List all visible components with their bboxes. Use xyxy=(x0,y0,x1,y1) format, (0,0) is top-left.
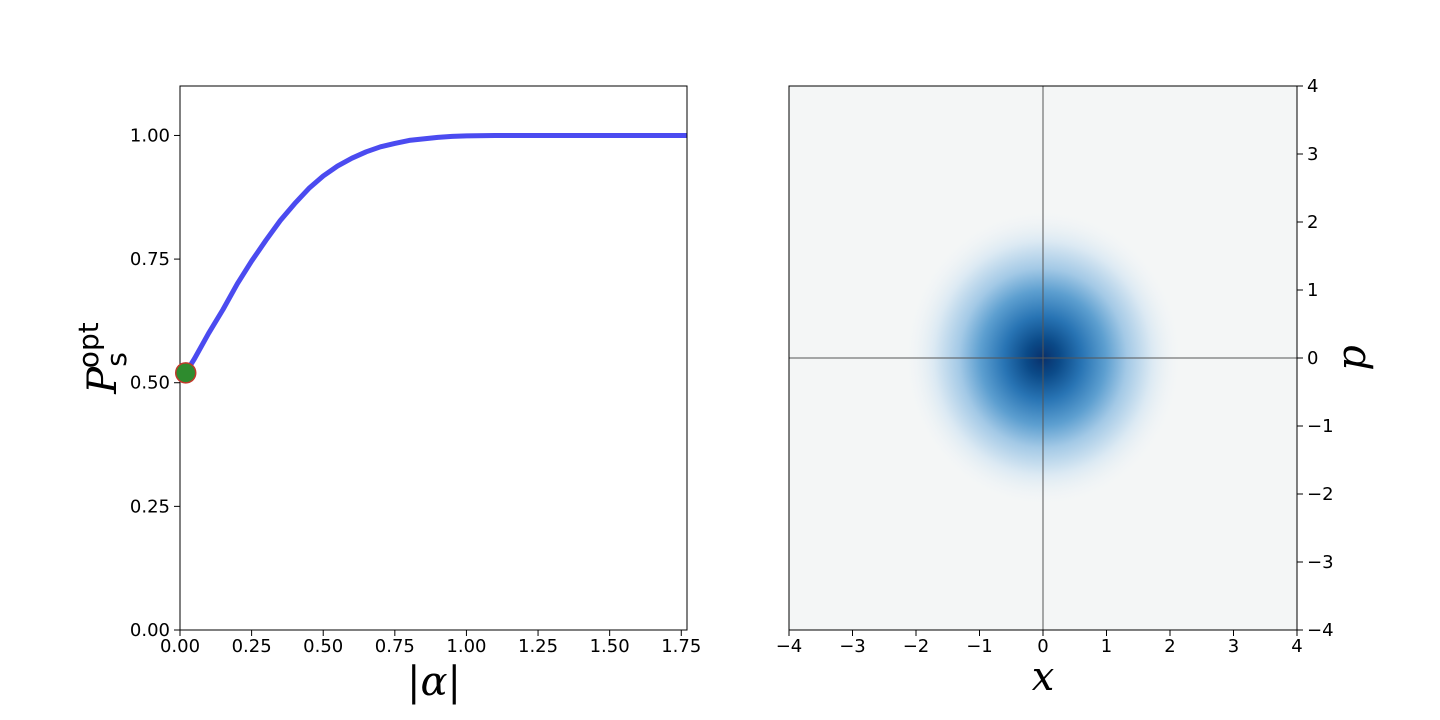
right-y-tick-label: −1 xyxy=(1307,416,1334,437)
svg-text:Psopt: Psopt xyxy=(72,322,133,394)
left-x-tick-label: 0.50 xyxy=(303,636,343,657)
left-x-tick-label: 1.25 xyxy=(518,636,558,657)
series-line xyxy=(183,133,687,376)
left-y-tick-label: 0.75 xyxy=(130,249,170,270)
left-y-tick-label: 0.00 xyxy=(130,620,170,641)
start-point-marker xyxy=(174,362,197,384)
right-x-tick-label: 3 xyxy=(1228,636,1239,657)
right-x-tick-label: 2 xyxy=(1164,636,1175,657)
left-x-tick-label: 0.00 xyxy=(160,636,200,657)
left-x-tick-label: 0.75 xyxy=(375,636,415,657)
left-y-axis-label-sup: opt xyxy=(72,322,105,368)
right-x-tick-label: 4 xyxy=(1291,636,1302,657)
right-y-tick-label: 4 xyxy=(1307,76,1318,97)
left-chart: 0.00 0.25 0.50 0.75 1.00 1.25 1.50 1.75 0.00 0.2… xyxy=(72,85,701,705)
right-y-ticks: −4 −3 −2 −1 0 1 2 3 4 xyxy=(1297,76,1334,641)
left-y-ticks: 0.00 0.25 0.50 0.75 1.00 xyxy=(130,125,180,641)
left-plot-area xyxy=(183,133,687,376)
left-y-tick-label: 1.00 xyxy=(130,125,170,146)
right-x-axis-label: x xyxy=(1032,654,1055,700)
left-x-ticks: 0.00 0.25 0.50 0.75 1.00 1.25 1.50 1.75 xyxy=(160,630,701,657)
right-y-tick-label: 0 xyxy=(1307,348,1318,369)
right-y-tick-label: 3 xyxy=(1307,144,1318,165)
left-axes-frame xyxy=(179,85,688,631)
right-y-tick-label: −2 xyxy=(1307,484,1334,505)
left-y-tick-label: 0.50 xyxy=(130,373,170,394)
right-x-tick-label: −2 xyxy=(903,636,930,657)
right-y-axis-label: p xyxy=(1329,345,1375,371)
left-x-tick-label: 1.00 xyxy=(446,636,486,657)
right-y-tick-label: 2 xyxy=(1307,212,1318,233)
left-y-axis-label: Psopt xyxy=(72,322,133,394)
right-y-tick-label: 1 xyxy=(1307,280,1318,301)
left-y-axis-label-sub: s xyxy=(100,352,133,367)
right-chart: −4 −3 −2 −1 0 1 2 3 4 −4 −3 −2 −1 0 1 2 3 4 x p xyxy=(776,76,1375,700)
right-x-ticks: −4 −3 −2 −1 0 1 2 3 4 xyxy=(776,630,1303,657)
right-x-tick-label: 0 xyxy=(1037,636,1048,657)
left-y-axis-label-main: P xyxy=(80,366,126,395)
left-x-tick-label: 1.50 xyxy=(590,636,630,657)
left-x-axis-label: |α| xyxy=(407,659,461,705)
right-x-tick-label: −1 xyxy=(966,636,993,657)
right-x-tick-label: 1 xyxy=(1101,636,1112,657)
right-x-tick-label: −4 xyxy=(776,636,803,657)
left-x-tick-label: 0.25 xyxy=(232,636,272,657)
left-x-tick-label: 1.75 xyxy=(661,636,701,657)
right-y-tick-label: −4 xyxy=(1307,620,1334,641)
left-y-tick-label: 0.25 xyxy=(130,496,170,517)
right-x-tick-label: −3 xyxy=(839,636,866,657)
right-y-tick-label: −3 xyxy=(1307,552,1334,573)
